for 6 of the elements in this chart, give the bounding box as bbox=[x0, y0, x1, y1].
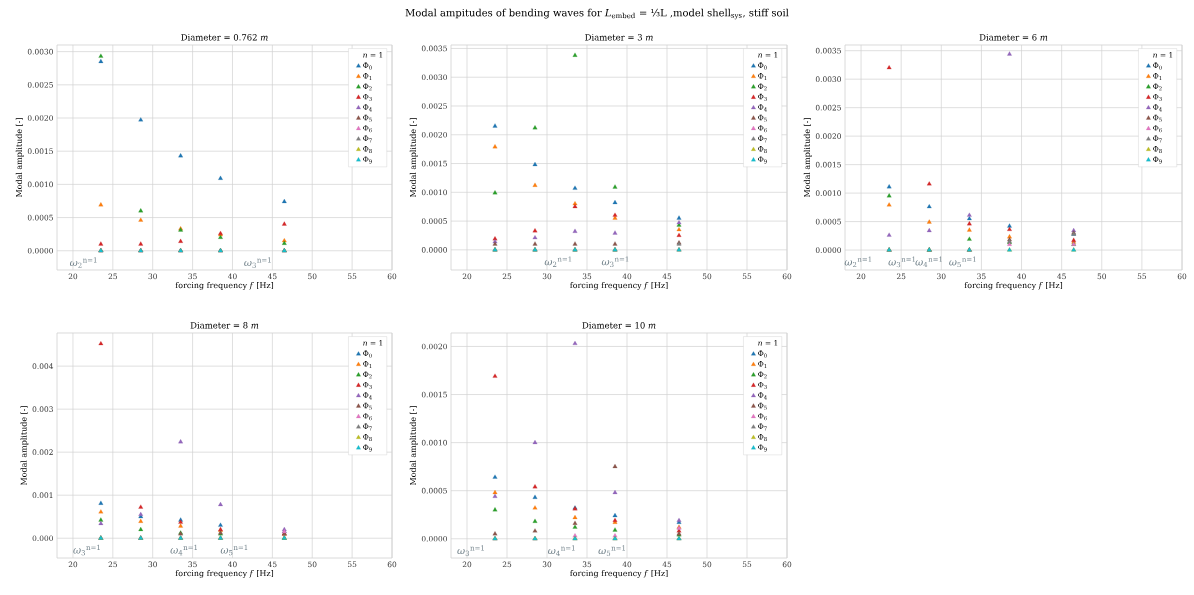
chart-title: Diameter = 10 m bbox=[582, 322, 656, 329]
chart-title: Diameter = 0.762 m bbox=[181, 34, 268, 41]
chart-subtitle: Diameter = 3 m bbox=[585, 34, 653, 41]
chart-title: Diameter = 8 m bbox=[190, 322, 259, 329]
chart-title: Diameter = 6 m bbox=[979, 34, 1048, 41]
chart-title: Modal ampitudes of bending waves for L$_{embed}$ = ⅓L ,model shell$_{sys}$, stiff soil bbox=[405, 8, 789, 20]
